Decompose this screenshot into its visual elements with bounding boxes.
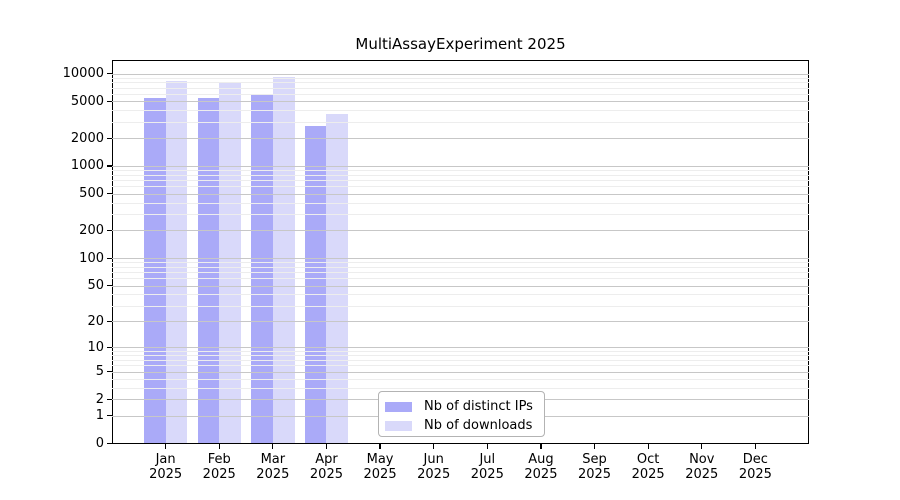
y-tick-label: 1000 — [70, 158, 104, 174]
x-tick-label: Feb 2025 — [202, 451, 236, 482]
y-tick-label: 10 — [87, 339, 104, 355]
x-tick-label: Apr 2025 — [309, 451, 343, 482]
x-tick-mark — [647, 444, 649, 449]
x-tick-mark — [272, 444, 274, 449]
x-tick-mark — [433, 444, 435, 449]
y-tick-label: 100 — [79, 250, 104, 266]
x-tick-mark — [325, 444, 328, 449]
plot-area — [112, 60, 809, 444]
legend-label-downloads: Nb of downloads — [424, 418, 533, 433]
legend-item-distinct-ips: Nb of distinct IPs — [385, 398, 544, 416]
x-tick-mark — [486, 444, 488, 449]
y-tick-label: 20 — [87, 313, 104, 329]
x-tick-label: Sep 2025 — [577, 451, 612, 482]
x-tick-label: Jan 2025 — [149, 451, 183, 482]
x-tick-mark — [701, 444, 703, 449]
legend-swatch-distinct-ips — [385, 402, 412, 412]
x-tick-mark — [593, 444, 596, 449]
x-tick-label: May 2025 — [363, 451, 397, 482]
y-tick-label: 5 — [95, 364, 104, 380]
y-tick-label: 200 — [79, 222, 104, 238]
y-tick-label: 10000 — [62, 66, 104, 81]
y-tick-label: 2 — [95, 391, 104, 407]
x-tick-mark — [218, 444, 220, 449]
legend-swatch-downloads — [385, 421, 412, 431]
y-tick-label: 500 — [79, 186, 104, 202]
legend-item-downloads: Nb of downloads — [385, 417, 544, 435]
x-tick-mark — [165, 444, 167, 449]
legend: Nb of distinct IPs Nb of downloads — [378, 391, 545, 437]
x-tick-mark — [379, 444, 381, 449]
x-tick-label: Nov 2025 — [685, 451, 719, 482]
x-tick-mark — [540, 444, 542, 449]
x-tick-label: Mar 2025 — [256, 451, 290, 482]
chart-title: MultiAssayExperiment 2025 — [355, 35, 566, 53]
x-tick-label: Oct 2025 — [631, 451, 665, 482]
y-tick-label: 1 — [95, 408, 104, 424]
legend-label-distinct-ips: Nb of distinct IPs — [424, 399, 533, 414]
x-tick-label: Jul 2025 — [470, 451, 504, 482]
y-tick-label: 0 — [95, 436, 104, 451]
x-tick-label: Aug 2025 — [524, 451, 558, 482]
y-tick-label: 5000 — [70, 93, 104, 109]
x-tick-mark — [754, 444, 756, 449]
x-tick-label: Jun 2025 — [417, 451, 451, 482]
y-tick-label: 50 — [87, 278, 104, 294]
x-tick-label: Dec 2025 — [738, 451, 772, 482]
y-tick-label: 2000 — [70, 130, 104, 146]
